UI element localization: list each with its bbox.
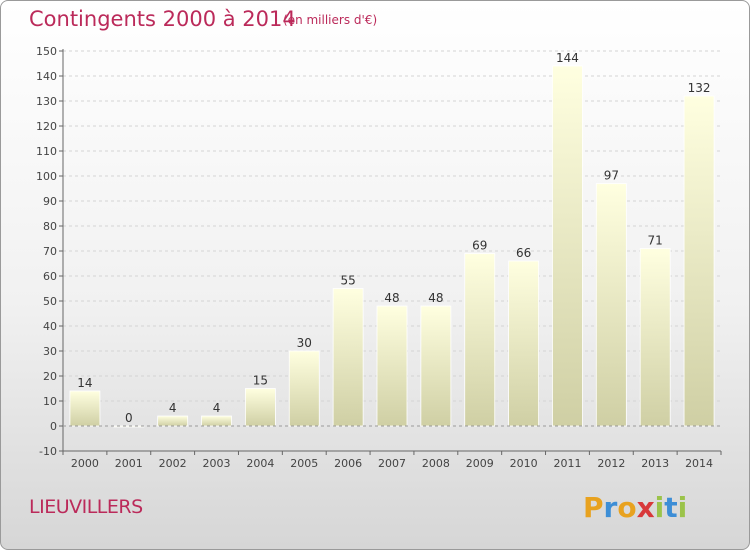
y-tick-label: 130 — [36, 95, 57, 108]
bar — [69, 390, 101, 427]
data-label: 4 — [169, 401, 177, 415]
x-tick-label: 2012 — [597, 457, 625, 470]
bar — [157, 415, 189, 427]
y-tick-label: 50 — [43, 295, 57, 308]
bar — [244, 388, 276, 427]
x-tick-label: 2003 — [203, 457, 231, 470]
data-label: 48 — [428, 291, 443, 305]
x-tick-label: 2008 — [422, 457, 450, 470]
bar — [552, 65, 583, 427]
logo-letter: t — [664, 491, 678, 524]
data-label: 97 — [604, 169, 619, 183]
x-tick-label: 2013 — [641, 457, 669, 470]
data-label: 14 — [77, 376, 92, 390]
bar — [332, 288, 364, 427]
proxiti-logo: Proxiti — [583, 491, 687, 524]
data-label: 30 — [297, 336, 312, 350]
y-tick-label: 70 — [43, 245, 57, 258]
y-tick-label: 110 — [36, 145, 57, 158]
y-tick-label: 150 — [36, 45, 57, 58]
data-label: 144 — [556, 51, 579, 65]
bar — [639, 248, 671, 427]
x-tick-label: 2010 — [510, 457, 538, 470]
y-tick-label: 100 — [36, 170, 57, 183]
y-tick-label: 0 — [50, 420, 57, 433]
y-tick-label: 90 — [43, 195, 57, 208]
x-tick-label: 2014 — [685, 457, 713, 470]
x-tick-label: 2006 — [334, 457, 362, 470]
data-label: 66 — [516, 246, 531, 260]
chart-subtitle: (en milliers d'€) — [283, 13, 378, 27]
x-tick-label: 2005 — [290, 457, 318, 470]
bar — [595, 183, 627, 427]
data-label: 69 — [472, 239, 487, 253]
x-tick-label: 2007 — [378, 457, 406, 470]
y-tick-label: 140 — [36, 70, 57, 83]
data-label: 0 — [125, 411, 133, 425]
x-tick-label: 2004 — [246, 457, 274, 470]
data-label: 55 — [340, 274, 355, 288]
y-tick-label: 30 — [43, 345, 57, 358]
x-tick-label: 2001 — [115, 457, 143, 470]
logo-letter: i — [654, 491, 665, 524]
x-tick-label: 2011 — [553, 457, 581, 470]
logo-letter: P — [583, 491, 604, 524]
logo-letter: i — [677, 491, 688, 524]
bar — [288, 350, 320, 427]
bar — [508, 260, 540, 427]
logo-letter: r — [603, 491, 618, 524]
y-tick-label: 80 — [43, 220, 57, 233]
commune-name: LIEUVILLERS — [29, 496, 143, 518]
chart-title: Contingents 2000 à 2014 — [29, 7, 296, 31]
bar — [420, 305, 452, 427]
y-tick-label: 40 — [43, 320, 57, 333]
y-tick-label: 60 — [43, 270, 57, 283]
data-label: 71 — [648, 234, 663, 248]
y-tick-label: 20 — [43, 370, 57, 383]
logo-letter: o — [617, 491, 637, 524]
bar — [464, 253, 496, 427]
y-tick-label: 10 — [43, 395, 57, 408]
bar — [376, 305, 408, 427]
y-tick-label: -10 — [39, 445, 57, 458]
data-label: 4 — [213, 401, 221, 415]
bar — [683, 95, 715, 427]
logo-letter: x — [636, 491, 655, 524]
x-tick-label: 2002 — [159, 457, 187, 470]
data-label: 48 — [384, 291, 399, 305]
data-label: 15 — [253, 374, 268, 388]
x-tick-label: 2009 — [466, 457, 494, 470]
x-tick-label: 2000 — [71, 457, 99, 470]
bar — [201, 415, 232, 427]
y-tick-label: 120 — [36, 120, 57, 133]
data-label: 132 — [688, 81, 711, 95]
